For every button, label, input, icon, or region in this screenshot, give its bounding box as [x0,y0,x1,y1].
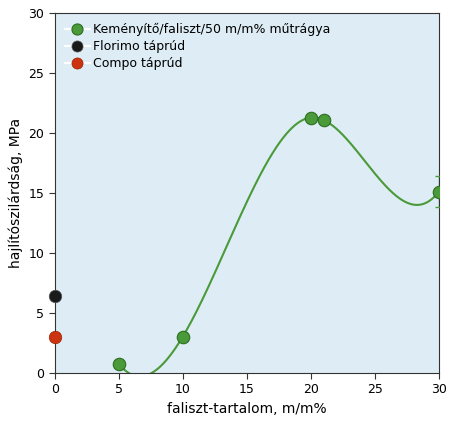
Legend: Keményítő/faliszt/50 m/m% műtrágya, Florimo táprúd, Compo táprúd: Keményítő/faliszt/50 m/m% műtrágya, Flor… [60,18,336,75]
X-axis label: faliszt-tartalom, m/m%: faliszt-tartalom, m/m% [167,402,327,416]
Y-axis label: hajlítószilárdság, MPa: hajlítószilárdság, MPa [8,118,23,268]
